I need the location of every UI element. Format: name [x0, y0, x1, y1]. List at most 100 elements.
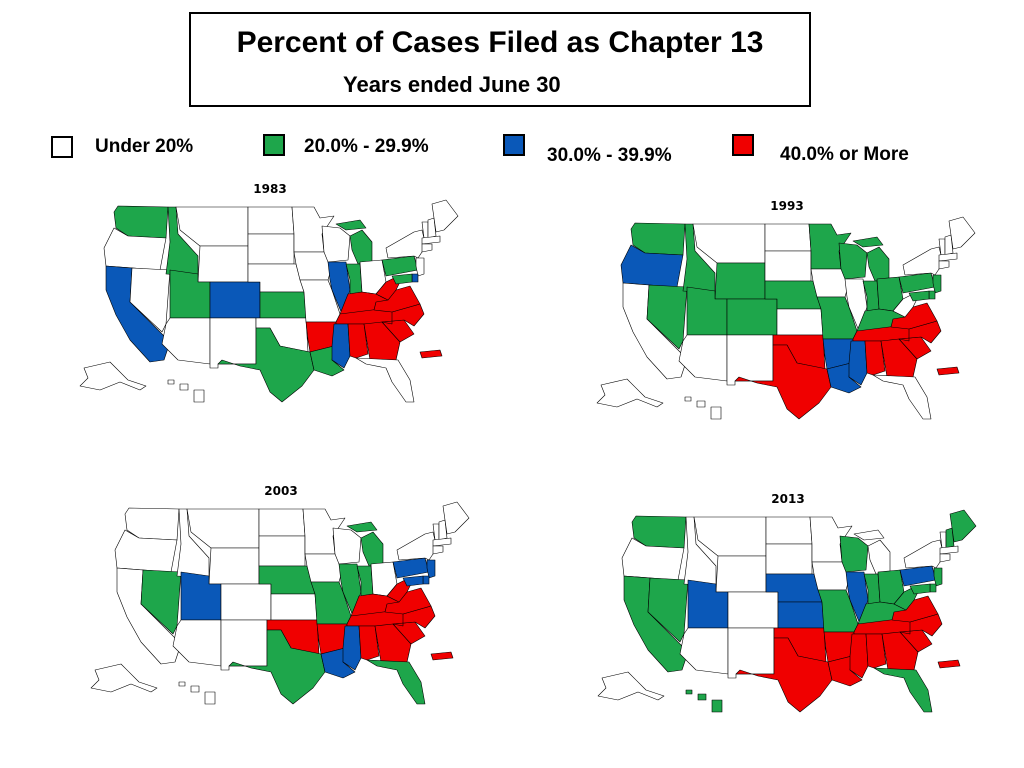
state-pa — [381, 255, 419, 277]
us-state-map — [597, 509, 977, 713]
state-wi — [321, 225, 351, 263]
state-hi — [178, 681, 216, 705]
state-al — [865, 633, 887, 669]
state-mt — [175, 206, 249, 247]
state-az — [172, 619, 222, 667]
state-nh — [944, 234, 954, 256]
state-hi — [685, 689, 723, 713]
state-ny — [396, 531, 438, 561]
state-nd — [764, 223, 812, 252]
state-ma — [432, 537, 452, 547]
state-nm — [209, 317, 257, 369]
state-sd — [258, 535, 306, 567]
map-2003: 2003 — [81, 484, 481, 717]
state-wy — [715, 555, 767, 593]
state-az — [679, 627, 729, 675]
state-de — [411, 273, 419, 283]
state-tx — [217, 327, 315, 403]
state-md — [391, 273, 413, 285]
state-ms — [848, 340, 868, 386]
state-ga — [880, 338, 918, 378]
state-ga — [363, 321, 401, 361]
state-ny — [903, 539, 945, 569]
state-ct — [938, 260, 950, 270]
state-ak — [79, 361, 147, 391]
state-md — [909, 583, 931, 595]
state-pr — [430, 651, 454, 661]
state-pa — [899, 565, 937, 587]
state-sd — [764, 250, 812, 282]
title-box: Percent of Cases Filed as Chapter 13 Yea… — [189, 12, 811, 107]
state-nj — [426, 559, 436, 579]
legend-swatch-20-29 — [263, 134, 285, 156]
state-mt — [692, 223, 766, 264]
state-md — [908, 290, 930, 302]
state-wy — [197, 245, 249, 283]
state-id — [683, 516, 717, 587]
state-me — [442, 501, 470, 535]
us-state-map — [79, 199, 459, 403]
state-ma — [421, 235, 441, 245]
state-id — [682, 223, 716, 294]
map-year-label: 1993 — [770, 199, 804, 213]
state-ct — [939, 553, 951, 563]
state-nm — [727, 627, 775, 679]
legend-label-40-plus: 40.0% or More — [780, 144, 909, 165]
state-sd — [765, 543, 813, 575]
state-nc — [899, 613, 943, 637]
state-nj — [415, 257, 425, 277]
state-nm — [726, 334, 774, 386]
state-nh — [427, 217, 437, 239]
state-ny — [385, 229, 427, 259]
state-pr — [936, 366, 960, 376]
state-ak — [597, 671, 665, 701]
state-co — [726, 298, 778, 336]
state-ny — [902, 246, 944, 276]
state-mt — [693, 516, 767, 557]
state-nm — [220, 619, 268, 671]
state-nv — [140, 569, 182, 635]
state-mn — [291, 206, 335, 253]
state-sd — [247, 233, 295, 265]
state-pr — [419, 349, 443, 359]
map-year-label: 2013 — [771, 492, 805, 506]
state-ma — [938, 252, 958, 262]
state-wi — [332, 527, 362, 565]
legend-swatch-under-20 — [51, 136, 73, 158]
state-az — [678, 334, 728, 382]
state-wi — [838, 242, 868, 280]
page-title: Percent of Cases Filed as Chapter 13 — [236, 26, 764, 59]
state-md — [402, 575, 424, 587]
us-state-map — [596, 216, 976, 420]
state-nd — [258, 508, 306, 537]
state-tx — [228, 629, 326, 705]
state-al — [358, 625, 380, 661]
state-ct — [421, 243, 433, 253]
state-ks — [270, 593, 318, 621]
state-me — [948, 216, 976, 250]
state-nh — [438, 519, 448, 541]
state-nj — [933, 567, 943, 587]
state-de — [928, 290, 936, 300]
state-me — [949, 509, 977, 543]
map-year-label: 2003 — [264, 484, 298, 498]
state-id — [165, 206, 199, 277]
state-co — [727, 591, 779, 629]
state-ms — [331, 323, 351, 369]
state-az — [161, 317, 211, 365]
state-ks — [776, 308, 824, 336]
state-nc — [381, 303, 425, 327]
state-fl — [872, 374, 932, 420]
state-co — [209, 281, 261, 319]
legend-swatch-40-plus — [732, 134, 754, 156]
state-ms — [342, 625, 362, 671]
map-1993: 1993 — [587, 199, 987, 432]
state-ct — [432, 545, 444, 555]
legend-swatch-30-39 — [503, 134, 525, 156]
state-tx — [734, 344, 832, 420]
state-wy — [208, 547, 260, 585]
state-tx — [735, 637, 833, 713]
state-pr — [937, 659, 961, 669]
legend-label-30-39: 30.0% - 39.9% — [547, 145, 672, 166]
state-pa — [392, 557, 430, 579]
